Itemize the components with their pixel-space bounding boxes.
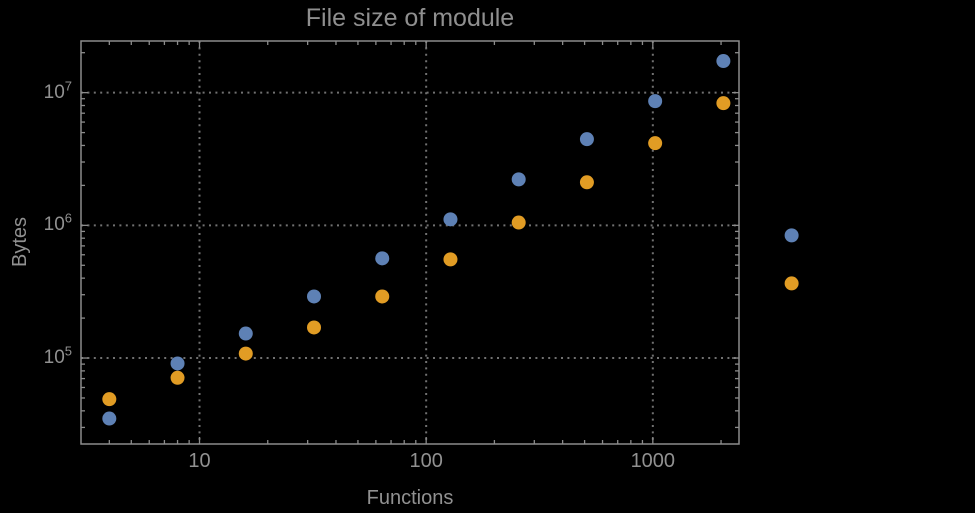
data-point-blue <box>307 289 322 304</box>
y-tick-label: 107 <box>43 78 72 103</box>
data-point-blue <box>579 132 594 147</box>
data-point-orange <box>170 370 185 385</box>
data-point-orange <box>716 96 731 111</box>
data-point-orange <box>375 289 390 304</box>
data-point-orange <box>648 136 663 151</box>
data-point-orange <box>238 346 253 361</box>
data-point-blue <box>238 326 253 341</box>
data-point-blue <box>716 54 731 69</box>
y-tick-label: 106 <box>43 211 72 236</box>
data-point-orange <box>307 320 322 335</box>
data-point-blue <box>648 94 663 109</box>
x-axis-label: Functions <box>366 487 454 509</box>
plot-frame <box>80 40 740 445</box>
x-tick-label: 1000 <box>630 450 676 472</box>
data-point-orange <box>511 215 526 230</box>
data-point-orange <box>102 392 117 407</box>
y-tick-label: 105 <box>43 343 72 369</box>
data-point-blue <box>375 251 390 266</box>
data-point-blue <box>102 411 117 426</box>
data-point-blue <box>443 212 458 227</box>
x-tick-label: 10 <box>188 450 211 472</box>
data-point-orange <box>443 252 458 267</box>
data-point-blue <box>511 172 526 187</box>
data-point-blue <box>170 356 185 371</box>
data-point-orange <box>579 175 594 190</box>
data-point-blue <box>784 228 799 243</box>
x-tick-label: 100 <box>409 450 443 472</box>
chart-title: File size of module <box>305 4 515 32</box>
data-point-orange <box>784 276 799 291</box>
